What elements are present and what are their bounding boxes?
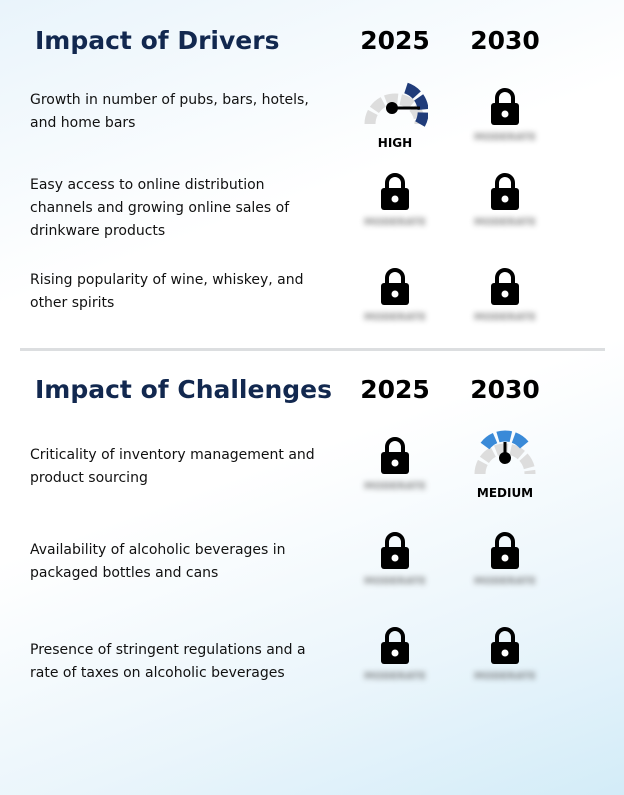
gauge-level-label: MEDIUM — [476, 486, 534, 500]
locked-value: MODERATE — [474, 671, 536, 682]
challenges-year-2030: 2030 — [470, 375, 540, 404]
drivers-year-2030: 2030 — [470, 26, 540, 55]
lock-icon — [491, 88, 519, 125]
lock-icon — [381, 268, 409, 305]
challenge-row-3-label: Presence of stringent regulations and a … — [30, 642, 306, 681]
lock-icon — [491, 532, 519, 569]
driver-row-3-2025-cell[interactable]: MODERATE — [340, 268, 450, 338]
challenge-row-1-2030-cell: MEDIUM — [450, 430, 560, 510]
driver-row-1-2025-cell: HIGH — [340, 82, 450, 160]
lock-icon — [491, 268, 519, 305]
lock-icon — [381, 532, 409, 569]
locked-value: MODERATE — [474, 217, 536, 228]
driver-row-2-2030-cell[interactable]: MODERATE — [450, 173, 560, 243]
driver-row-1-label: Growth in number of pubs, bars, hotels, … — [30, 92, 309, 131]
locked-value: MODERATE — [474, 132, 536, 143]
locked-value: MODERATE — [364, 481, 426, 492]
gauge-icon — [364, 82, 428, 127]
challenge-row-2-label: Availability of alcoholic beverages in p… — [30, 542, 286, 581]
challenges-title: Impact of Challenges — [35, 375, 332, 404]
driver-row-2-label: Easy access to online distribution chann… — [30, 177, 290, 239]
driver-row-3-2030-cell[interactable]: MODERATE — [450, 268, 560, 338]
gauge-icon — [474, 430, 536, 475]
lock-icon — [381, 627, 409, 664]
driver-row-3-label: Rising popularity of wine, whiskey, and … — [30, 272, 304, 311]
challenges-year-2025: 2025 — [360, 375, 430, 404]
lock-icon — [381, 173, 409, 210]
locked-value: MODERATE — [364, 671, 426, 682]
locked-value: MODERATE — [474, 576, 536, 587]
locked-value: MODERATE — [364, 312, 426, 323]
challenge-row-2-2030-cell[interactable]: MODERATE — [450, 532, 560, 602]
lock-icon — [491, 627, 519, 664]
challenge-row-3-2030-cell[interactable]: MODERATE — [450, 627, 560, 697]
section-divider — [20, 348, 605, 351]
lock-icon — [491, 173, 519, 210]
locked-value: MODERATE — [364, 576, 426, 587]
locked-value: MODERATE — [364, 217, 426, 228]
challenge-row-1-label: Criticality of inventory management and … — [30, 447, 315, 486]
challenge-row-1-2025-cell[interactable]: MODERATE — [340, 437, 450, 507]
driver-row-2-2025-cell[interactable]: MODERATE — [340, 173, 450, 243]
challenge-row-2-2025-cell[interactable]: MODERATE — [340, 532, 450, 602]
driver-row-1-2030-cell[interactable]: MODERATE — [450, 88, 560, 158]
drivers-year-2025: 2025 — [360, 26, 430, 55]
challenge-row-3-2025-cell[interactable]: MODERATE — [340, 627, 450, 697]
lock-icon — [381, 437, 409, 474]
gauge-level-label: HIGH — [377, 136, 413, 150]
drivers-title: Impact of Drivers — [35, 26, 280, 55]
locked-value: MODERATE — [474, 312, 536, 323]
